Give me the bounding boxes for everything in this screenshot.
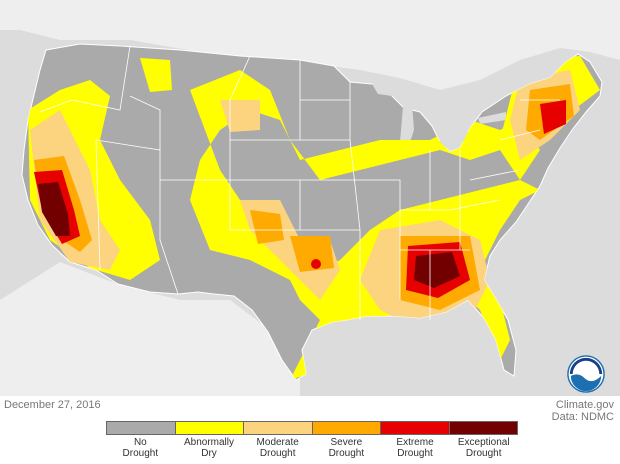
map-date: December 27, 2016 — [4, 399, 101, 411]
lake-ontario — [478, 112, 506, 124]
legend-swatch — [175, 422, 244, 434]
drought-area-extreme — [540, 100, 566, 134]
mexico-region — [0, 262, 300, 396]
lake-huron — [424, 98, 452, 122]
legend-label: Severe Drought — [328, 437, 365, 459]
legend-swatch — [381, 422, 450, 434]
lake-superior — [372, 80, 420, 96]
legend-labels: No Drought Abnormally Dry Moderate Drought… — [106, 437, 518, 459]
drought-area-severe — [290, 236, 334, 272]
credit-climate-gov: Climate.gov — [555, 399, 614, 411]
map-panel — [0, 0, 620, 396]
drought-map — [0, 0, 620, 396]
drought-area-abnormally-dry — [140, 58, 172, 92]
drought-area-extreme — [311, 259, 321, 269]
legend-label: Extreme Drought — [396, 437, 434, 459]
drought-area-severe — [250, 210, 284, 244]
legend-swatch — [449, 422, 517, 434]
legend-label: Moderate Drought — [256, 437, 299, 459]
legend-swatch — [312, 422, 381, 434]
state-borders — [39, 45, 560, 320]
lake-michigan — [400, 96, 414, 148]
legend-label: Exceptional Drought — [457, 437, 510, 459]
legend-label: No Drought — [122, 437, 159, 459]
noaa-logo: NOAA — [567, 355, 605, 393]
legend-color-bar — [106, 421, 518, 435]
noaa-logo-text: NOAA — [576, 365, 596, 372]
drought-area-exceptional — [38, 182, 70, 236]
canada-region — [0, 0, 620, 90]
legend-label: Abnormally Dry — [183, 437, 235, 459]
legend-swatch — [244, 422, 313, 434]
legend-swatch — [107, 422, 176, 434]
drought-area-exceptional — [414, 252, 460, 288]
credit-data-source: Data: NDMC — [551, 411, 614, 423]
